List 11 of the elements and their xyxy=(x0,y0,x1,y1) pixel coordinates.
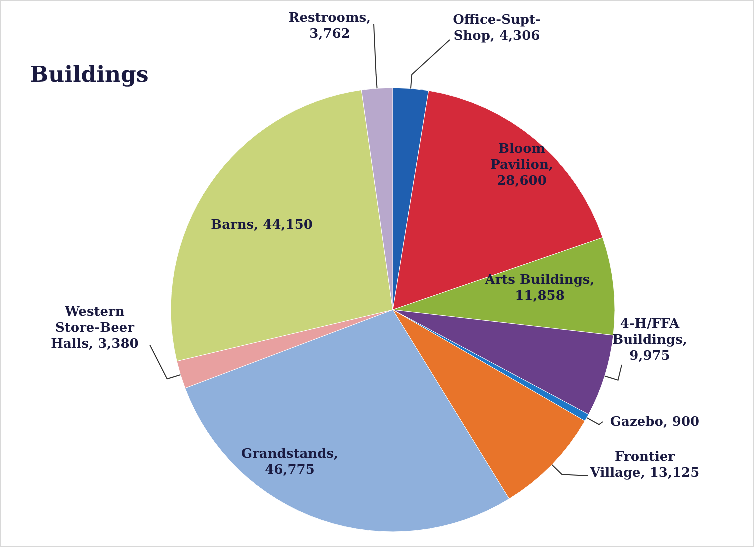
slice-label: Arts Buildings, 11,858 xyxy=(484,273,595,304)
slice-label: 4-H/FFA Buildings, 9,975 xyxy=(612,317,688,364)
slice-label: Barns, 44,150 xyxy=(211,218,313,233)
text: Buildings xyxy=(30,62,149,88)
slice-label: Office-Supt-Shop, 4,306 xyxy=(453,13,541,44)
slice-label: Western Store-Beer Halls, 3,380 xyxy=(51,305,139,352)
slice-label: Gazebo, 900 xyxy=(610,415,700,430)
slice-label: Grandstands, 46,775 xyxy=(241,447,339,478)
slice-label: Restrooms, 3,762 xyxy=(288,11,372,42)
slice-label: Frontier Village, 13,125 xyxy=(589,450,700,481)
slice-label: Bloom Pavilion, 28,600 xyxy=(490,142,554,189)
